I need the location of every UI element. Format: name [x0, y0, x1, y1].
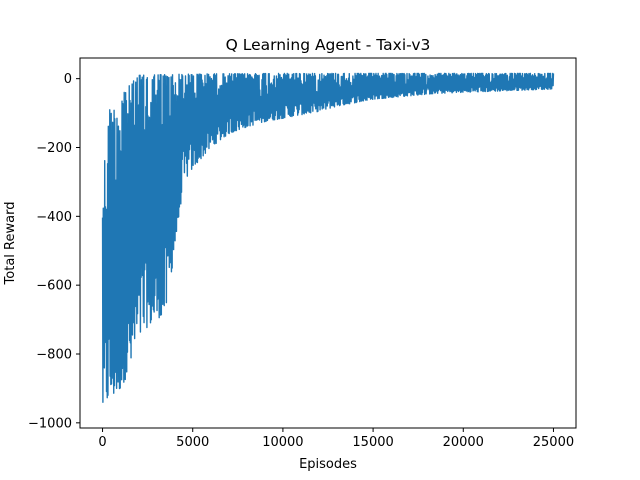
y-axis-label: Total Reward [3, 202, 18, 286]
chart-title: Q Learning Agent - Taxi-v3 [226, 36, 431, 54]
x-axis-label: Episodes [299, 457, 357, 472]
x-tick-label: 25000 [533, 435, 574, 450]
y-tick-label: −200 [36, 141, 72, 156]
y-tick-label: −600 [36, 279, 72, 294]
y-tick-label: −800 [36, 348, 72, 363]
x-tick-label: 10000 [262, 435, 303, 450]
reward-series-line [101, 72, 555, 403]
x-tick-label: 5000 [176, 435, 209, 450]
x-tick-label: 0 [98, 435, 106, 450]
y-tick-label: 0 [64, 72, 72, 87]
data-layer [101, 72, 555, 403]
x-axis-ticks: 0 5000 10000 15000 20000 25000 [98, 428, 574, 450]
y-tick-label: −1000 [28, 416, 72, 431]
x-tick-label: 20000 [443, 435, 484, 450]
y-tick-label: −400 [36, 210, 72, 225]
y-axis-ticks: −1000 −800 −600 −400 −200 0 [28, 72, 80, 431]
x-tick-label: 15000 [352, 435, 393, 450]
plot-area-frame [79, 57, 577, 429]
